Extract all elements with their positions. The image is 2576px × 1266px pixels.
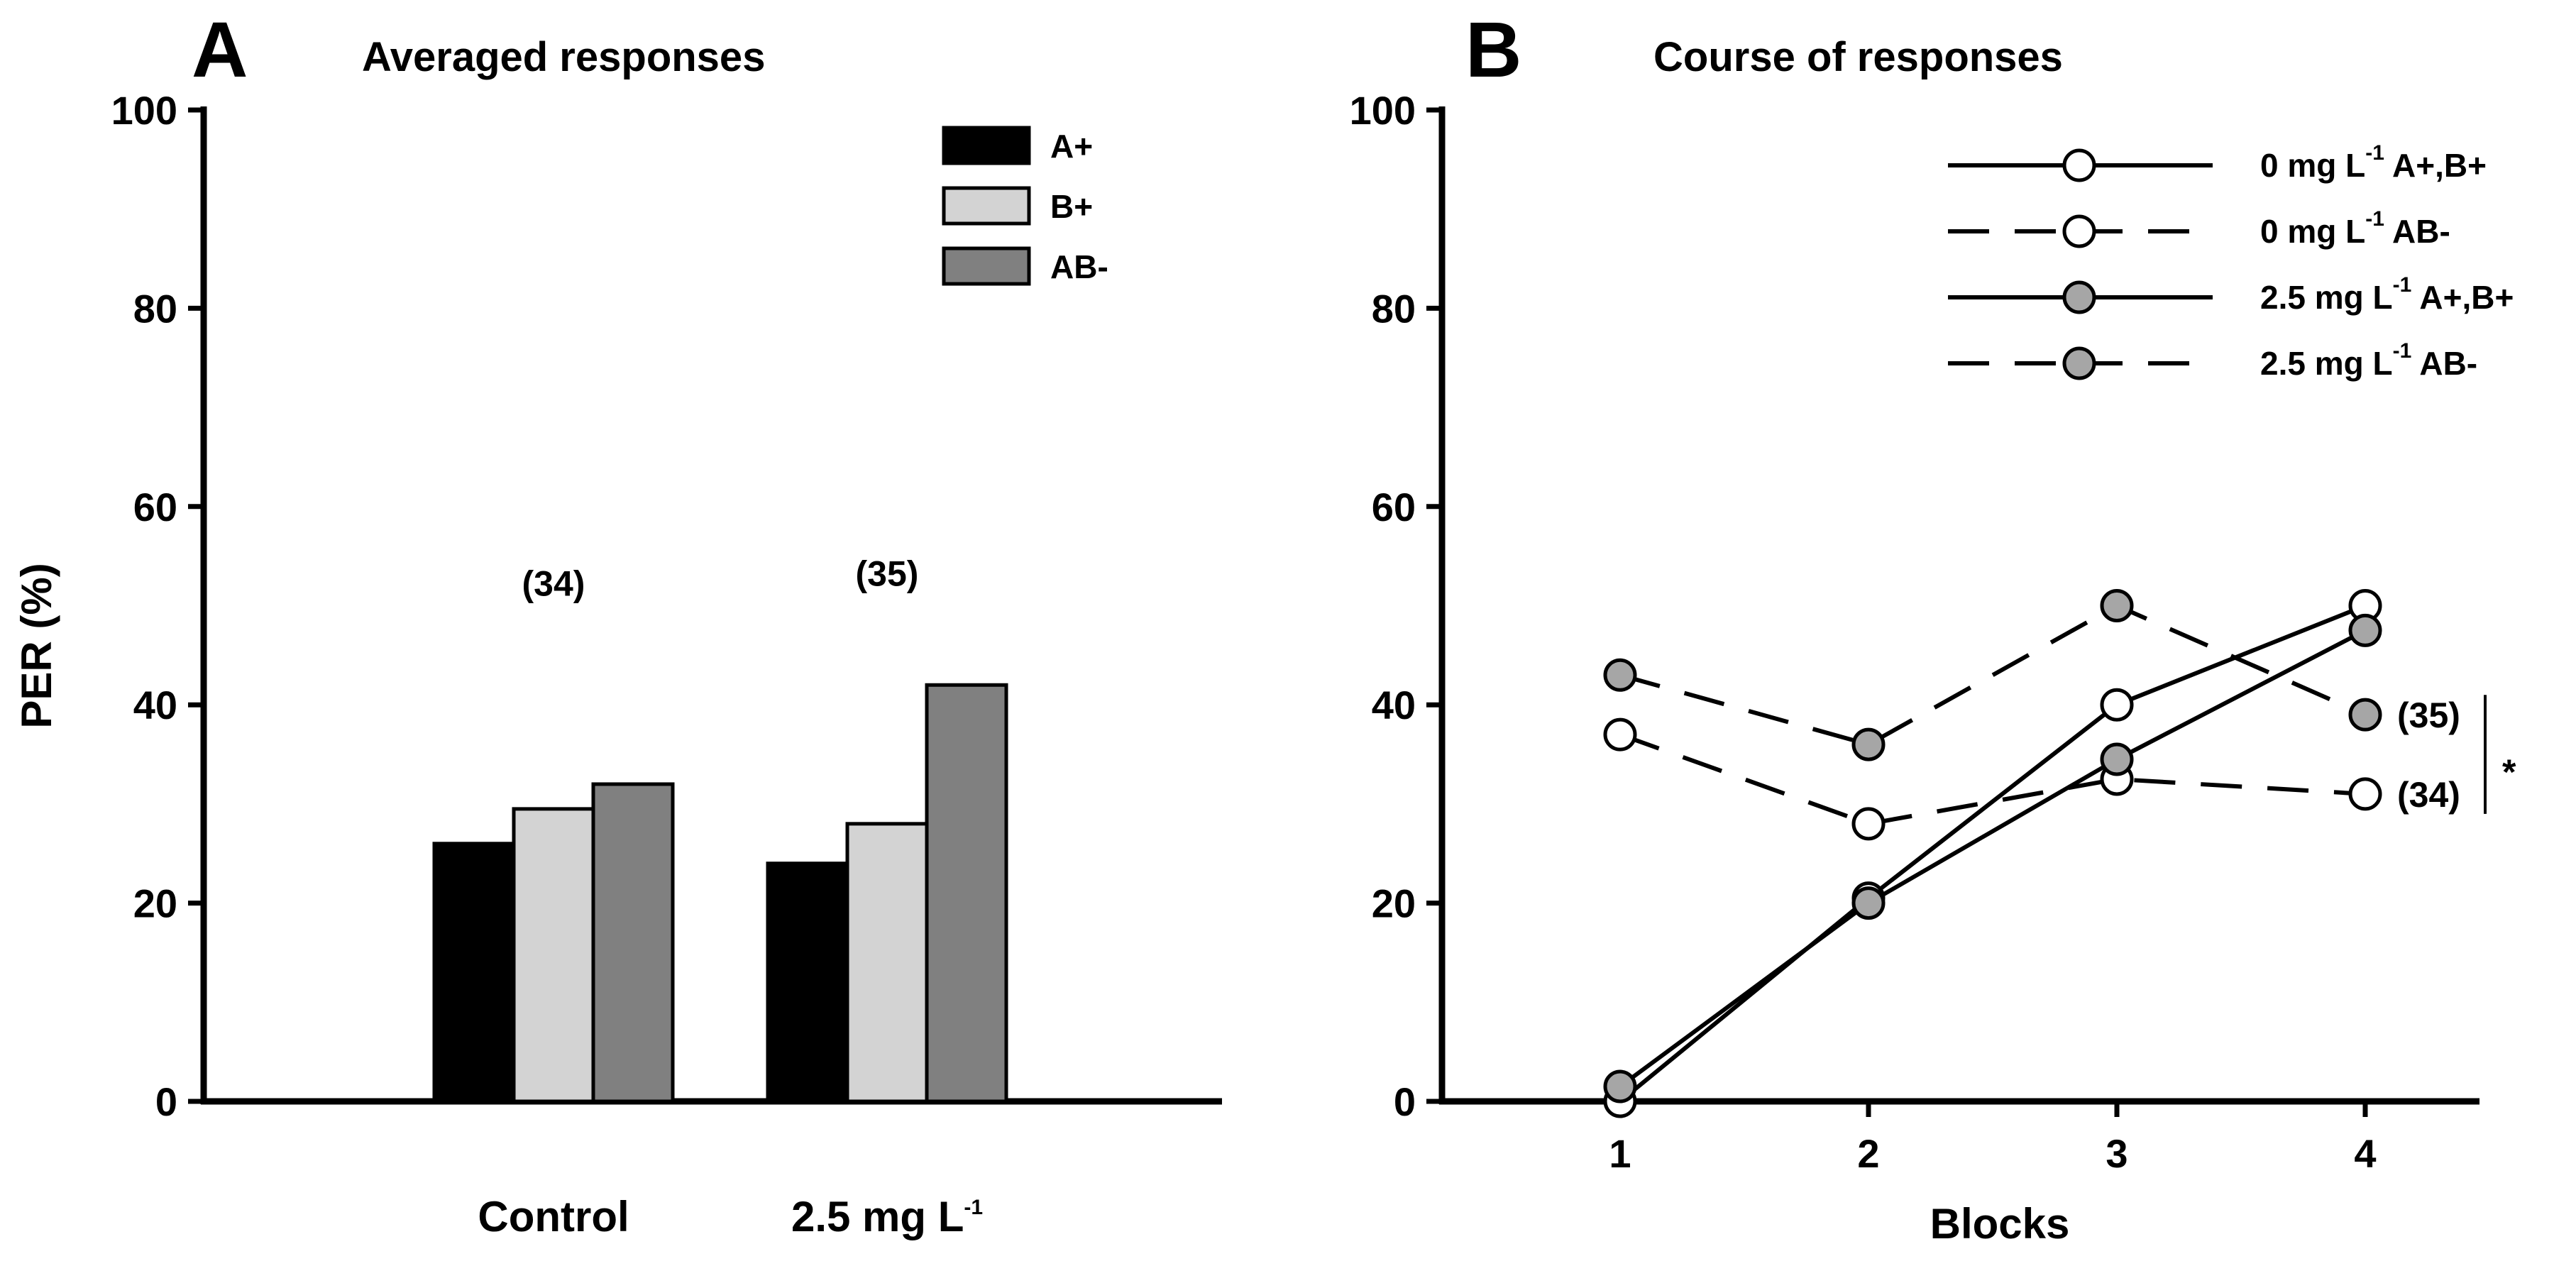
panel-b-marker [1851,886,1886,920]
panel-a-legend-swatch [942,246,1031,286]
panel-a-y-tick-label: 0 [155,1079,177,1124]
significance-star: * [2502,752,2516,792]
panel-a-bar [845,822,929,1103]
panel-b-letter: B [1465,6,1521,94]
panel-b: B Course of responses Blocks 02040608010… [1350,6,2516,1248]
panel-a-legend-swatch [942,126,1031,165]
panel-a-y-axis-label: PER (%) [13,563,60,728]
panel-b-series-line [1619,603,2367,1103]
panel-a-legend-swatch [942,186,1031,226]
panel-b-y-tick-label: 40 [1372,683,1416,727]
panel-a-letter: A [192,6,248,94]
panel-a-n-label: (35) [856,554,919,594]
panel-b-legend-marker [2062,346,2096,380]
panel-b-marker [1603,1069,1637,1103]
panel-b-x-tick-label: 2 [1857,1131,1879,1176]
panel-b-marker [2100,742,2134,776]
panel-b-legend-marker [2062,214,2096,248]
panel-b-x-axis-label: Blocks [1930,1200,2070,1248]
panel-a-y-tick-label: 40 [133,683,177,727]
panel-b-n-label: (35) [2397,695,2460,735]
panel-a-y-tick-label: 20 [133,881,177,926]
panel-b-marker [2348,698,2382,732]
panel-b-legend-label: 0 mg L-1 AB- [2260,207,2450,250]
panel-a-bar [432,842,516,1103]
panel-a-bar [766,862,849,1103]
panel-b-n-label: (34) [2397,775,2460,815]
panel-b-marker [1603,658,1637,692]
panel-a: A Averaged responses PER (%) 0 20 40 60 80 10… [13,6,1222,1240]
panel-a-legend-label: B+ [1050,188,1093,225]
panel-b-marker [1851,807,1886,841]
panel-b-marker [2348,613,2382,647]
panel-b-series-line [1619,628,2367,1089]
panel-a-bar [925,683,1008,1103]
panel-a-y-tick-label: 80 [133,286,177,331]
panel-b-legend-marker [2062,280,2096,314]
panel-b-legend-label: 0 mg L-1 A+,B+ [2260,141,2487,184]
panel-a-y-tick-label: 100 [111,88,177,133]
panel-a-bar [591,782,675,1103]
panel-b-series-line [1619,732,2366,826]
panel-a-legend-label: A+ [1050,128,1093,165]
panel-b-x-tick-label: 4 [2354,1131,2376,1176]
panel-b-series-line [1619,603,2367,747]
panel-a-category-label: Control [478,1193,629,1240]
panel-b-y-tick-label: 80 [1372,286,1416,331]
panel-b-y-tick-label: 60 [1372,485,1416,529]
panel-a-category-label: 2.5 mg L-1 [791,1193,983,1240]
panel-b-y-tick-label: 0 [1394,1079,1416,1124]
panel-b-marker [1851,727,1886,761]
panel-b-legend-label: 2.5 mg L-1 AB- [2260,339,2477,382]
panel-b-x-tick-label: 3 [2106,1131,2128,1176]
panel-b-marker [2100,688,2134,722]
panel-a-bar [512,807,595,1103]
panel-b-marker [1603,717,1637,752]
panel-b-legend-label: 2.5 mg L-1 A+,B+ [2260,273,2514,316]
panel-b-marker [2348,777,2382,811]
panel-a-title: Averaged responses [362,34,765,80]
panel-a-legend-label: AB- [1050,248,1108,285]
panel-a-y-tick-label: 60 [133,485,177,529]
panel-b-y-tick-label: 100 [1350,88,1416,133]
panel-b-marker [2100,589,2134,622]
panel-a-n-label: (34) [522,564,585,604]
panel-b-legend-marker [2062,148,2096,182]
panel-b-x-tick-label: 1 [1609,1131,1631,1176]
panel-b-title: Course of responses [1653,34,2063,80]
panel-b-y-tick-label: 20 [1372,881,1416,926]
